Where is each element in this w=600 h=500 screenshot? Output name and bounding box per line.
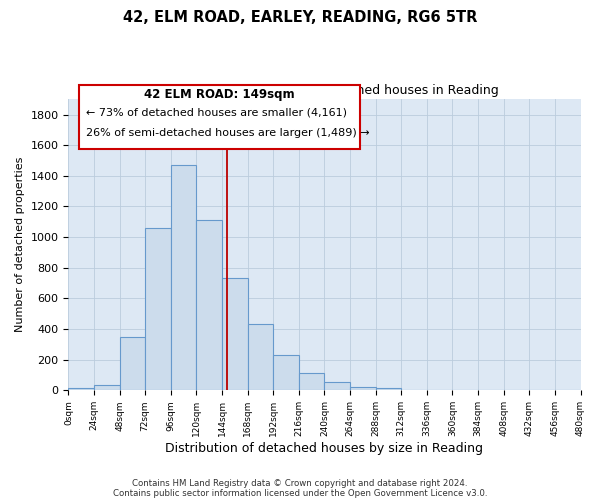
Bar [171,165,196,390]
Text: 42, ELM ROAD, EARLEY, READING, RG6 5TR: 42, ELM ROAD, EARLEY, READING, RG6 5TR [123,10,477,25]
Y-axis label: Number of detached properties: Number of detached properties [15,157,25,332]
X-axis label: Distribution of detached houses by size in Reading: Distribution of detached houses by size … [166,442,484,455]
Bar [68,388,94,390]
Bar [376,388,401,390]
Bar [325,382,350,390]
Bar [299,373,325,390]
Bar [94,385,119,390]
Text: 26% of semi-detached houses are larger (1,489) →: 26% of semi-detached houses are larger (… [86,128,370,138]
Bar [196,220,222,390]
Bar [145,228,171,390]
Text: ← 73% of detached houses are smaller (4,161): ← 73% of detached houses are smaller (4,… [86,108,347,118]
Bar [248,324,273,390]
Text: Contains public sector information licensed under the Open Government Licence v3: Contains public sector information licen… [113,488,487,498]
Bar [273,356,299,390]
Text: 42 ELM ROAD: 149sqm: 42 ELM ROAD: 149sqm [144,88,295,101]
Bar [222,278,248,390]
Title: Size of property relative to detached houses in Reading: Size of property relative to detached ho… [150,84,499,96]
Bar [350,386,376,390]
Bar [119,336,145,390]
FancyBboxPatch shape [79,84,360,148]
Text: Contains HM Land Registry data © Crown copyright and database right 2024.: Contains HM Land Registry data © Crown c… [132,478,468,488]
